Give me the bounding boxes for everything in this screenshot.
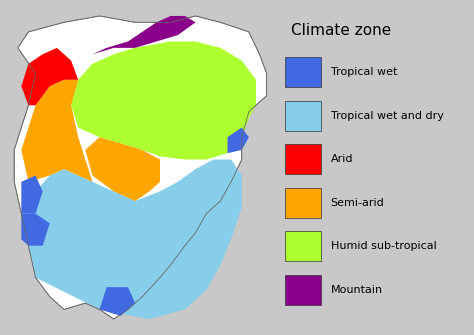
Polygon shape <box>28 159 242 319</box>
Text: Tropical wet and dry: Tropical wet and dry <box>331 111 444 121</box>
Polygon shape <box>92 16 195 54</box>
Polygon shape <box>100 287 135 316</box>
Text: Semi-arid: Semi-arid <box>331 198 384 208</box>
Polygon shape <box>71 42 256 159</box>
Polygon shape <box>21 176 43 214</box>
Text: Mountain: Mountain <box>331 285 383 295</box>
Polygon shape <box>21 80 92 182</box>
Polygon shape <box>21 214 50 246</box>
FancyBboxPatch shape <box>285 275 321 305</box>
FancyBboxPatch shape <box>285 144 321 174</box>
Text: Humid sub-tropical: Humid sub-tropical <box>331 241 437 251</box>
Text: Tropical wet: Tropical wet <box>331 67 397 77</box>
Polygon shape <box>14 16 266 319</box>
Text: Arid: Arid <box>331 154 353 164</box>
FancyBboxPatch shape <box>285 188 321 218</box>
Polygon shape <box>85 137 160 201</box>
Text: Climate zone: Climate zone <box>291 23 391 39</box>
Polygon shape <box>228 128 249 153</box>
Polygon shape <box>21 48 78 105</box>
FancyBboxPatch shape <box>285 57 321 87</box>
FancyBboxPatch shape <box>285 100 321 131</box>
FancyBboxPatch shape <box>285 231 321 261</box>
